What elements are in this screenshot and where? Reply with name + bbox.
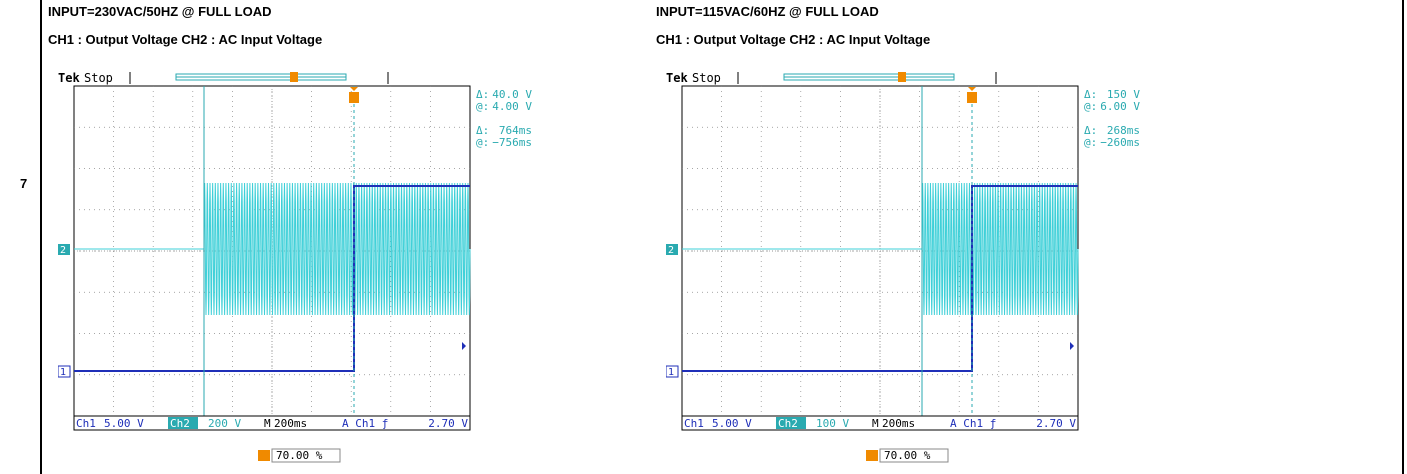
status-bar: Ch1 5.00 V Ch2 100 V M 200ms A Ch1 ƒ 2.7…: [681, 415, 1079, 431]
timebase-label: M: [264, 417, 271, 430]
timebase-label: M: [872, 417, 879, 430]
timebase-value: 200ms: [274, 417, 307, 430]
trigger-position-icon: [898, 72, 977, 103]
ch2-label: Ch2: [170, 417, 190, 430]
row-number: 7: [20, 176, 28, 191]
delta-t-value: 764ms: [499, 124, 532, 137]
scope-panel-115vac: INPUT=115VAC/60HZ @ FULL LOAD CH1 : Outp…: [656, 0, 1256, 474]
ch1-label: Ch1: [684, 417, 704, 430]
cursor-readout: Δ: 150 V @: 6.00 V Δ: 268ms @: −260ms: [1084, 88, 1140, 149]
scope-panel-230vac: INPUT=230VAC/50HZ @ FULL LOAD CH1 : Outp…: [48, 0, 648, 474]
timebase-value: 200ms: [882, 417, 915, 430]
ch1-ground-marker: 1: [57, 365, 71, 378]
cursor-lines: [203, 86, 355, 416]
panel-title: INPUT=115VAC/60HZ @ FULL LOAD: [656, 4, 879, 19]
svg-text:1: 1: [668, 367, 674, 378]
panel-subtitle: CH1 : Output Voltage CH2 : AC Input Volt…: [48, 32, 323, 47]
tek-logo: Tek: [666, 71, 688, 85]
at-t-label: @:: [476, 136, 489, 149]
cursor-lines: [921, 86, 973, 416]
panel-subtitle: CH1 : Output Voltage CH2 : AC Input Volt…: [656, 32, 931, 47]
at-v-label: @:: [476, 100, 489, 113]
acquisition-state: Stop: [84, 71, 113, 85]
delta-t-label: Δ:: [476, 124, 489, 137]
svg-text:70.00 %: 70.00 %: [884, 449, 931, 462]
ch1-scale: 5.00 V: [104, 417, 144, 430]
oscilloscope-screenshot: Tek Stop Δ: 150 V @: 6.00 V Δ: 268ms @: …: [665, 68, 1146, 473]
trigger-source: A Ch1 ƒ: [950, 417, 996, 430]
at-v-label: @:: [1084, 100, 1097, 113]
svg-text:2: 2: [60, 245, 66, 256]
svg-text:2: 2: [668, 245, 674, 256]
ch2-waveform: [682, 182, 1079, 316]
at-t-label: @:: [1084, 136, 1097, 149]
cursor-readout: Δ: 40.0 V @: 4.00 V Δ: 764ms @: −756ms: [476, 88, 532, 149]
ch1-scale: 5.00 V: [712, 417, 752, 430]
trigger-position-icon: [290, 72, 359, 103]
ch1-label: Ch1: [76, 417, 96, 430]
status-bar: Ch1 5.00 V Ch2 200 V M 200ms A Ch1 ƒ 2.7…: [73, 415, 471, 431]
at-t-value: −260ms: [1100, 136, 1140, 149]
trigger-source: A Ch1 ƒ: [342, 417, 388, 430]
tek-logo: Tek: [58, 71, 80, 85]
trigger-position-readout: 70.00 %: [258, 448, 341, 463]
table-border-left: [40, 0, 42, 474]
delta-t-value: 268ms: [1107, 124, 1140, 137]
trigger-level-arrow-icon: [1070, 342, 1074, 350]
trigger-position-readout: 70.00 %: [866, 448, 949, 463]
trigger-level: 2.70 V: [428, 417, 468, 430]
ch2-scale: 100 V: [816, 417, 849, 430]
delta-v-label: Δ:: [476, 88, 489, 101]
oscilloscope-screenshot: Tek Stop Δ: 40.0 V @: 4.00 V Δ: 764ms @:…: [57, 68, 538, 473]
table-border-right: [1402, 0, 1404, 474]
svg-text:70.00 %: 70.00 %: [276, 449, 323, 462]
record-length-bar: [737, 72, 997, 84]
panel-title: INPUT=230VAC/50HZ @ FULL LOAD: [48, 4, 272, 19]
acquisition-state: Stop: [692, 71, 721, 85]
ch2-ground-marker: 2: [666, 244, 678, 256]
trigger-level: 2.70 V: [1036, 417, 1076, 430]
ch2-ground-marker: 2: [58, 244, 70, 256]
at-t-value: −756ms: [492, 136, 532, 149]
ch2-scale: 200 V: [208, 417, 241, 430]
ch2-waveform: [74, 182, 471, 316]
delta-v-value: 40.0 V: [492, 88, 532, 101]
ch1-ground-marker: 1: [665, 365, 679, 378]
delta-v-value: 150 V: [1107, 88, 1140, 101]
svg-text:1: 1: [60, 367, 66, 378]
at-v-value: 4.00 V: [492, 100, 532, 113]
trigger-level-arrow-icon: [462, 342, 466, 350]
at-v-value: 6.00 V: [1100, 100, 1140, 113]
delta-t-label: Δ:: [1084, 124, 1097, 137]
record-length-bar: [129, 72, 389, 84]
delta-v-label: Δ:: [1084, 88, 1097, 101]
ch2-label: Ch2: [778, 417, 798, 430]
